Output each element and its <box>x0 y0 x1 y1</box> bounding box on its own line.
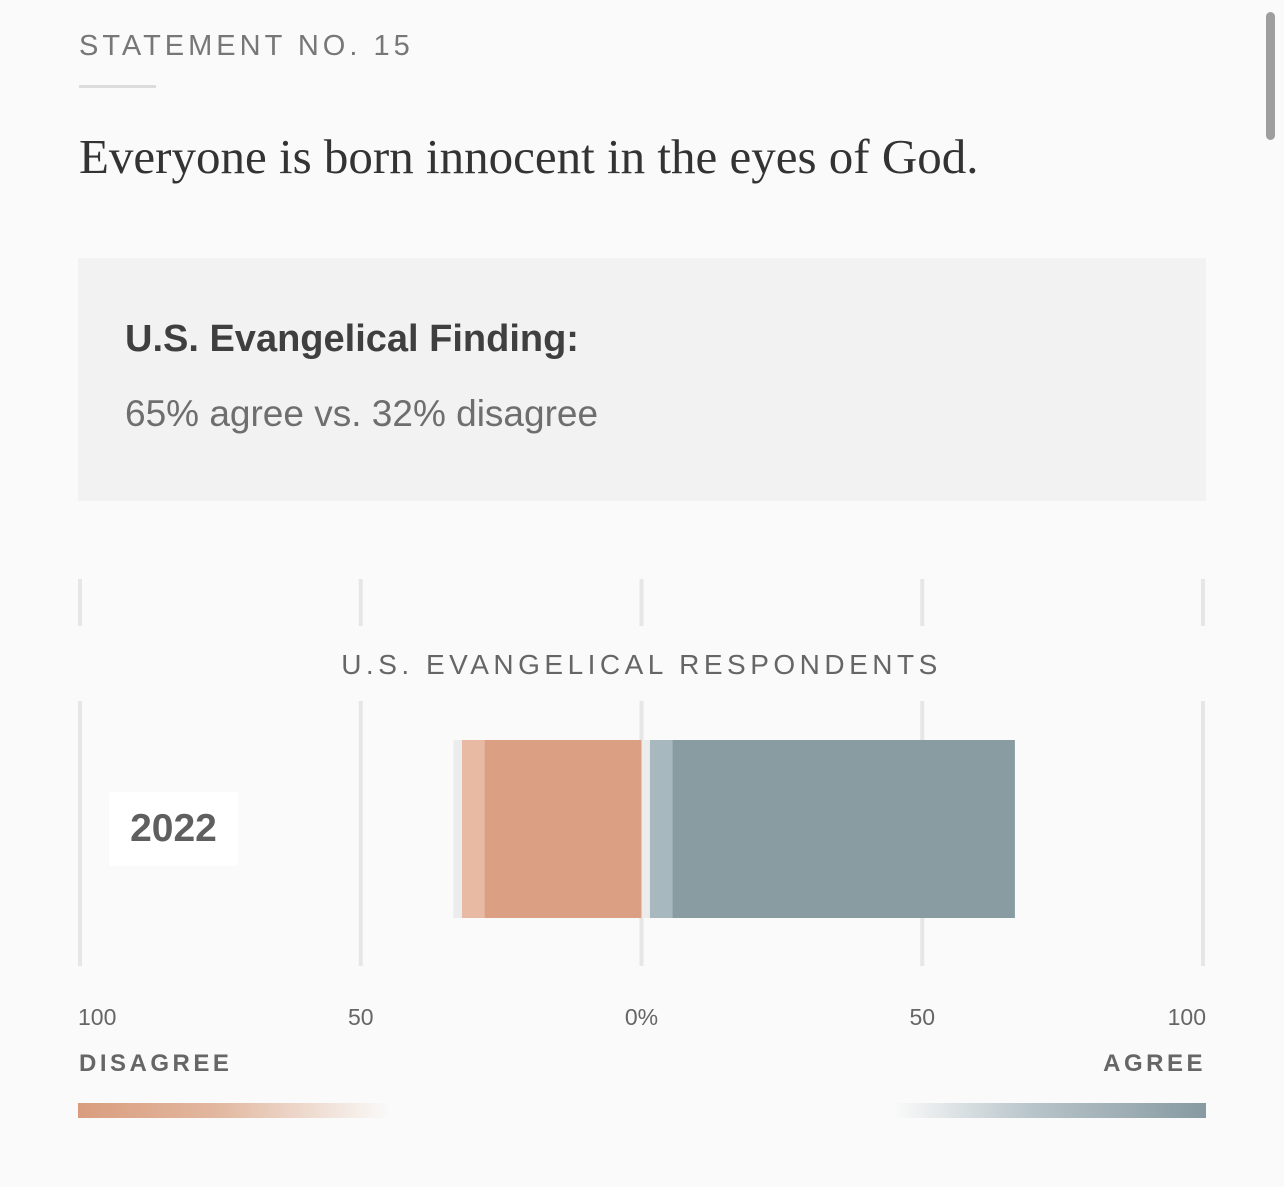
tick-label-zero: 0% <box>624 1004 659 1030</box>
bar-segment-disagree-0 <box>484 740 642 918</box>
finding-heading: U.S. Evangelical Finding: <box>125 318 579 360</box>
eyebrow-rule <box>79 85 156 88</box>
bar-segment-agree-5 <box>672 740 1015 918</box>
diverging-bar-chart: U.S. EVANGELICAL RESPONDENTS <box>78 579 1205 966</box>
tick-label-left-50: 50 <box>347 1004 374 1030</box>
scrollbar-thumb[interactable] <box>1266 12 1275 140</box>
bar-segment-agree-4 <box>649 740 673 918</box>
agree-gradient-bar <box>894 1103 1206 1118</box>
tick-label-right-100: 100 <box>1167 1004 1206 1030</box>
bar-segment-disagree-1 <box>461 740 485 918</box>
finding-text: 65% agree vs. 32% disagree <box>125 393 599 434</box>
bar-segment-disagree-2 <box>453 740 462 918</box>
statement-eyebrow: STATEMENT NO. 15 <box>79 30 414 62</box>
finding-box: U.S. Evangelical Finding: 65% agree vs. … <box>78 258 1206 501</box>
chart-title: U.S. EVANGELICAL RESPONDENTS <box>341 649 942 680</box>
disagree-gradient-bar <box>78 1103 390 1118</box>
year-badge: 2022 <box>109 792 238 866</box>
bar-segment-agree-3 <box>641 740 650 918</box>
legend-agree-label: AGREE <box>1103 1050 1206 1077</box>
statement-title: Everyone is born innocent in the eyes of… <box>79 129 979 184</box>
tick-label-left-100: 100 <box>78 1004 117 1030</box>
tick-label-right-50: 50 <box>909 1004 936 1030</box>
legend-disagree-label: DISAGREE <box>79 1050 233 1077</box>
